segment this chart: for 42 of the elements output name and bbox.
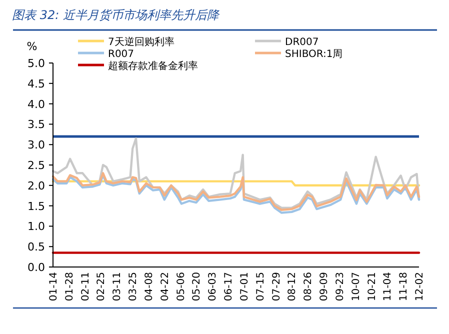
ytick: 3.5 <box>28 118 45 132</box>
xtick: 07-29 <box>271 272 282 302</box>
ytick: 1.5 <box>28 200 45 213</box>
xtick: 01-14 <box>48 272 60 302</box>
xtick: 06-03 <box>208 272 219 302</box>
xtick: 01-28 <box>64 272 76 302</box>
xtick: 03-11 <box>112 272 124 302</box>
ytick: 5.0 <box>28 57 45 70</box>
xtick: 02-25 <box>96 272 108 302</box>
ytick: 1.0 <box>28 220 45 234</box>
legend: SHIBOR:1周 <box>285 49 343 60</box>
xtick: 11-04 <box>382 272 394 302</box>
xtick: 02-11 <box>80 272 92 302</box>
ytick: 3.0 <box>28 138 45 152</box>
xtick: 07-01 <box>239 272 250 302</box>
xtick: 04-22 <box>160 272 171 302</box>
xtick: 11-18 <box>398 272 410 302</box>
xtick: 09-09 <box>319 272 330 302</box>
xtick: 10-07 <box>350 272 362 302</box>
legend: 超额存款准备金利率 <box>108 61 198 72</box>
xtick: 03-25 <box>128 272 140 302</box>
xtick: 12-02 <box>414 272 426 302</box>
xtick: 04-08 <box>144 272 155 302</box>
xtick: 09-23 <box>334 272 346 302</box>
xtick: 10-21 <box>366 272 378 302</box>
title: 图表 32: 近半月货币市场利率先升后降 <box>12 8 219 22</box>
xtick: 08-26 <box>303 272 314 302</box>
ytick: 0.5 <box>28 240 45 254</box>
xtick: 05-20 <box>192 272 203 302</box>
xtick: 08-12 <box>287 272 298 302</box>
ytick: 0.0 <box>28 261 45 274</box>
ytick: 2.0 <box>28 179 45 192</box>
ylabel: % <box>26 40 38 53</box>
legend: R007 <box>108 49 134 60</box>
legend: 7天逆回购利率 <box>108 37 174 48</box>
ytick: 4.0 <box>28 98 45 111</box>
xtick: 05-06 <box>176 272 187 302</box>
legend: DR007 <box>285 37 319 48</box>
ytick: 2.5 <box>28 159 45 172</box>
xtick: 07-15 <box>255 272 266 302</box>
xtick: 06-17 <box>224 272 235 302</box>
ytick: 4.5 <box>28 77 45 90</box>
